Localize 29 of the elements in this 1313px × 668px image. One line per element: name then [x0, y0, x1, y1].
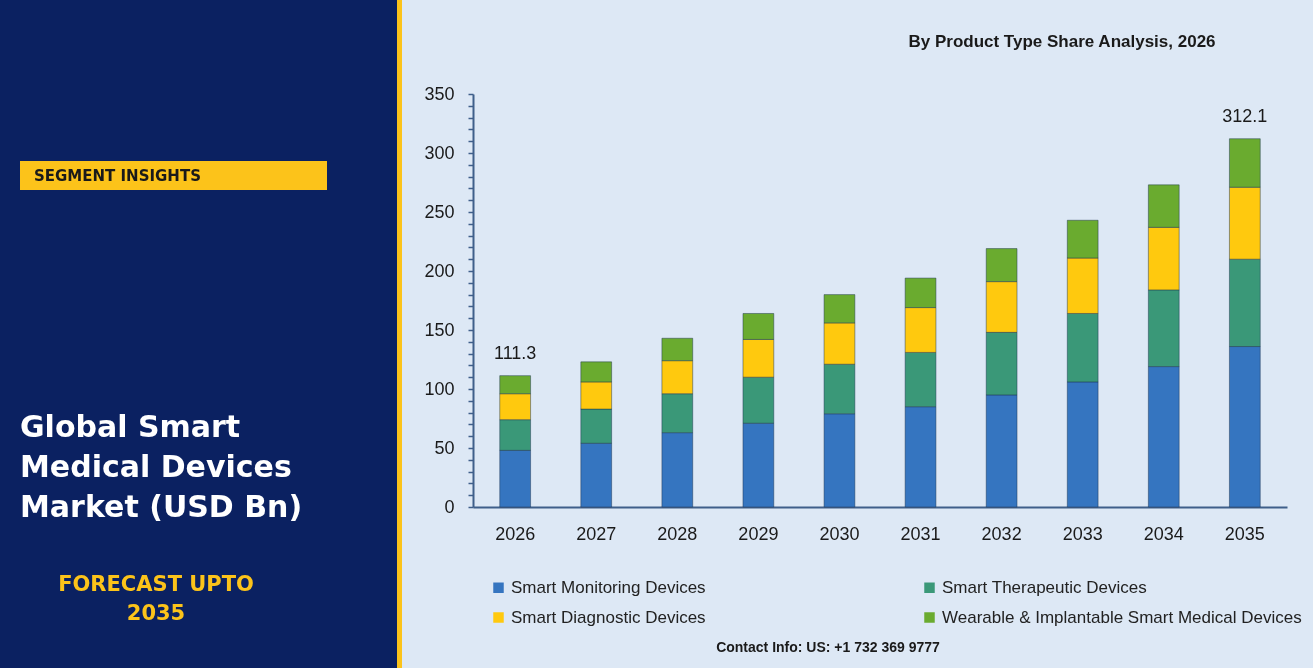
y-tick-label: 50 [434, 437, 455, 458]
x-tick-label: 2027 [576, 523, 617, 544]
x-tick-label: 2031 [900, 523, 941, 544]
x-tick-label: 2035 [1224, 523, 1265, 544]
x-tick-label: 2030 [819, 523, 860, 544]
y-tick-label: 0 [444, 496, 455, 517]
y-tick-label: 250 [424, 201, 455, 222]
x-tick-label: 2029 [738, 523, 779, 544]
total-label: 111.3 [493, 342, 537, 363]
legend-label: Smart Diagnostic Devices [511, 607, 706, 627]
y-tick-label: 350 [424, 83, 455, 104]
text: FORECAST UPTO 2035 [58, 572, 254, 625]
x-tick-label: 2026 [495, 523, 536, 544]
x-tick-label: 2033 [1062, 523, 1103, 544]
chart-subtitle: By Product Type Share Analysis, 2026 [908, 32, 1216, 51]
x-tick-label: 2032 [981, 523, 1022, 544]
y-tick-label: 150 [424, 319, 455, 340]
legend-label: Smart Monitoring Devices [511, 577, 706, 597]
text: Global Smart Medical Devices Market (USD Bn) [20, 409, 303, 524]
text: SEGMENT INSIGHTS [34, 167, 201, 185]
y-tick-label: 200 [424, 260, 455, 281]
x-tick-label: 2028 [657, 523, 698, 544]
y-tick-label: 100 [424, 378, 455, 399]
total-label: 312.1 [1222, 105, 1268, 126]
text: Contact Info: US: +1 732 369 9777 [716, 639, 941, 655]
legend-label: Smart Therapeutic Devices [942, 577, 1147, 597]
legend-label: Wearable & Implantable Smart Medical Devices [942, 607, 1302, 627]
x-tick-label: 2034 [1143, 523, 1184, 544]
y-tick-label: 300 [424, 142, 455, 163]
